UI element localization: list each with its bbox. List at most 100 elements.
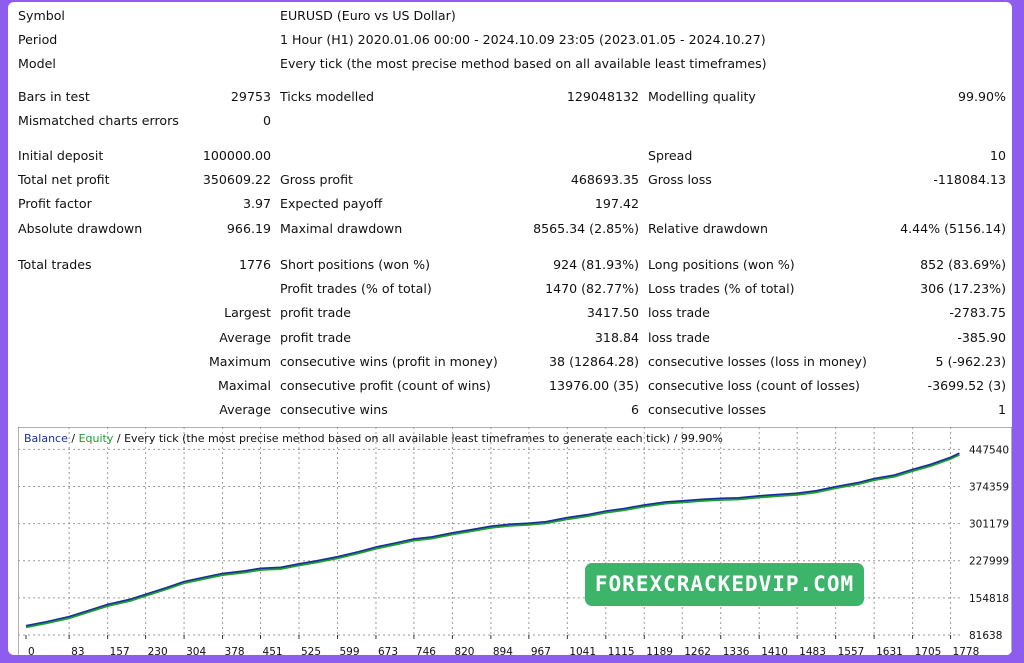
quality-label: Modelling quality [648,89,756,104]
profit-trades-label: Profit trades (% of total) [280,281,432,296]
largest-loss-label: loss trade [648,305,710,320]
average-consecutive-wins-value: 6 [630,402,639,417]
x-axis-ticks: 0 83 157 230 304 378 451 525 599 673 746 820 894 967 1… [25,635,980,657]
abs-drawdown-label: Absolute drawdown [18,221,143,236]
x-tick-label: 1483 [799,646,826,657]
largest-profit-label: profit trade [280,305,352,320]
max-drawdown-value: 8565.34 (2.85%) [533,221,639,236]
total-net-profit-label: Total net profit [18,172,110,187]
largest-loss-value: -2783.75 [949,305,1006,320]
x-tick-label: 525 [301,646,321,657]
x-tick-label: 1705 [915,646,942,657]
average-consecutive-losses-label: consecutive losses [648,402,767,417]
x-tick-label: 820 [454,646,474,657]
maximum-loss-value: 5 (-962.23) [935,354,1006,369]
y-tick-label: 301179 [969,519,1009,531]
equity-line [25,453,960,629]
quality-value: 99.90% [957,89,1006,104]
symbol-value: EURUSD (Euro vs US Dollar) [280,8,456,23]
maximal-loss-value: -3699.52 (3) [927,378,1006,393]
expected-payoff-value: 197.42 [594,196,639,211]
expected-payoff-label: Expected payoff [280,196,383,211]
model-value: Every tick (the most precise method base… [280,56,767,71]
symbol-label: Symbol [18,8,65,23]
spread-label: Spread [648,148,693,163]
caption-sep: / [67,432,79,445]
chart-border [18,427,1012,655]
maximal-prefix: Maximal [217,378,271,393]
gross-profit-value: 468693.35 [570,172,639,187]
initial-deposit-value: 100000.00 [202,148,271,163]
y-tick-label: 447540 [969,444,1009,456]
x-tick-label: 378 [225,646,245,657]
x-tick-label: 894 [493,646,513,657]
caption-equity: Equity [78,432,114,445]
x-tick-label: 1557 [838,646,865,657]
average-consecutive-wins-label: consecutive wins [280,402,388,417]
y-tick-label: 154818 [969,593,1009,605]
x-tick-label: 967 [531,646,551,657]
short-positions-value: 924 (81.93%) [553,257,639,272]
x-tick-label: 83 [71,646,84,657]
maximal-profit-label: consecutive profit (count of wins) [280,378,491,393]
mismatched-label: Mismatched charts errors [18,113,179,128]
model-label: Model [18,56,56,71]
bars-label: Bars in test [18,89,90,104]
x-tick-label: 1778 [953,646,980,657]
mismatched-value: 0 [262,113,271,128]
bars-value: 29753 [230,89,271,104]
y-tick-label: 81638 [969,630,1002,642]
y-tick-label: 227999 [969,556,1009,568]
long-positions-label: Long positions (won %) [648,257,795,272]
x-tick-label: 673 [378,646,398,657]
average-consecutive-losses-value: 1 [997,402,1006,417]
x-tick-label: 1262 [684,646,711,657]
y-tick-label: 374359 [969,481,1009,493]
period-label: Period [18,32,58,47]
x-tick-label: 304 [186,646,206,657]
maximum-loss-label: consecutive losses (loss in money) [648,354,867,369]
chart-caption: Balance / Equity / Every tick (the most … [24,432,723,445]
x-tick-label: 1631 [876,646,903,657]
balance-chart: 0 83 157 230 304 378 451 525 599 673 746 820 894 967 1… [18,427,1012,657]
balance-line [25,452,960,627]
largest-profit-value: 3417.50 [586,305,639,320]
maximal-profit-value: 13976.00 (35) [549,378,639,393]
loss-trades-label: Loss trades (% of total) [648,281,795,296]
maximum-profit-label: consecutive wins (profit in money) [280,354,498,369]
x-tick-label: 746 [416,646,436,657]
rel-drawdown-value: 4.44% (5156.14) [900,221,1006,236]
ticks-label: Ticks modelled [280,89,375,104]
largest-prefix: Largest [224,305,271,320]
total-trades-label: Total trades [18,257,92,272]
gross-profit-label: Gross profit [280,172,353,187]
max-drawdown-label: Maximal drawdown [280,221,403,236]
profit-trades-value: 1470 (82.77%) [545,281,639,296]
x-tick-label: 157 [110,646,130,657]
ticks-value: 129048132 [566,89,639,104]
caption-balance: Balance [24,432,68,445]
x-tick-label: 1410 [761,646,788,657]
abs-drawdown-value: 966.19 [226,221,271,236]
profit-factor-value: 3.97 [242,196,271,211]
gross-loss-value: -118084.13 [933,172,1006,187]
spread-value: 10 [989,148,1006,163]
x-tick-label: 1041 [569,646,596,657]
average-prefix: Average [219,330,271,345]
loss-trades-value: 306 (17.23%) [920,281,1006,296]
x-tick-label: 451 [263,646,283,657]
x-tick-label: 599 [339,646,359,657]
profit-factor-label: Profit factor [18,196,92,211]
long-positions-value: 852 (83.69%) [920,257,1006,272]
average-consecutive-prefix: Average [219,402,271,417]
short-positions-label: Short positions (won %) [280,257,431,272]
x-tick-label: 230 [148,646,168,657]
average-loss-label: loss trade [648,330,710,345]
average-profit-value: 318.84 [594,330,639,345]
initial-deposit-label: Initial deposit [18,148,104,163]
x-tick-label: 1336 [723,646,750,657]
total-net-profit-value: 350609.22 [202,172,271,187]
x-tick-label: 1115 [608,646,635,657]
total-trades-value: 1776 [238,257,271,272]
period-value: 1 Hour (H1) 2020.01.06 00:00 - 2024.10.0… [280,32,766,47]
